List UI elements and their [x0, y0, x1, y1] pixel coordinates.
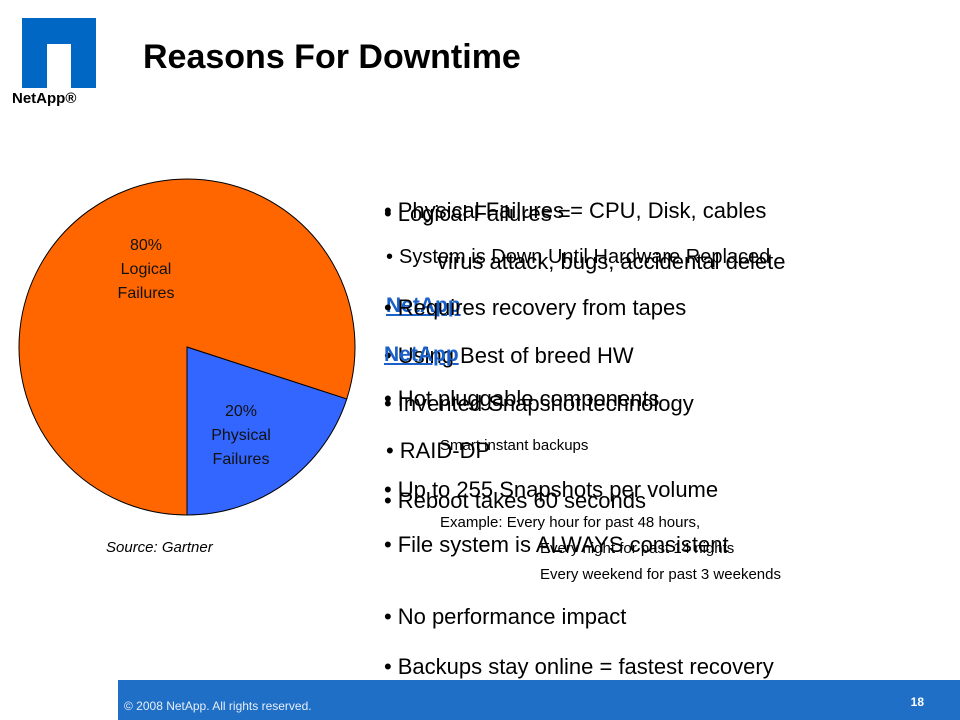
bullet-reboot: • Reboot takes 60 seconds [384, 488, 646, 513]
pie-label-physical: 20% Physical Failures [211, 403, 271, 468]
logical-failures-detail: virus attack, bugs, accidental delete [437, 249, 786, 274]
bullet-requires-tapes: • Requires recovery from tapes [384, 295, 687, 320]
bullet-system-down: • System is Down Until Hardware Replaced [386, 246, 771, 268]
pie-label-logical: 80% Logical Failures [117, 237, 175, 302]
netapp-logo-text: NetApp® [12, 90, 77, 107]
bullet-physical-failures: • Physical Failures = CPU, Disk, cables [384, 198, 767, 223]
bullet-best-of-breed: • Using Best of breed HW [384, 343, 634, 368]
slide-title: Reasons For Downtime [143, 38, 521, 76]
smart-instant-backups: Smart instant backups [440, 437, 589, 454]
netapp-heading-physical[interactable]: NetApp [386, 294, 461, 317]
example-line-2: Every night for past 14 nights [540, 540, 735, 557]
example-line-3: Every weekend for past 3 weekends [540, 566, 781, 583]
netapp-heading-logical[interactable]: NetApp [384, 343, 459, 366]
footer-bar: © 2008 NetApp. All rights reserved. 18 [118, 680, 960, 720]
bullet-up-to-255: • Up to 255 Snapshots per volume [384, 477, 719, 502]
bullet-no-performance-impact: • No performance impact [384, 604, 627, 629]
pie-slice-logical [18, 178, 356, 516]
bullet-logical-failures: • Logical Failures = [384, 201, 571, 226]
bullet-hot-pluggable: • Hot pluggable components [384, 386, 660, 411]
bullet-raid-dp: • RAID-DP [386, 438, 491, 463]
footer-copyright: © 2008 NetApp. All rights reserved. [124, 699, 312, 713]
bullet-backups-online: • Backups stay online = fastest recovery [384, 654, 774, 679]
pie-slice-physical [186, 346, 348, 516]
bullet-file-system: • File system is ALWAYS consistent [384, 532, 729, 557]
netapp-logo: NetApp® [8, 14, 100, 107]
chart-source: Source: Gartner [106, 539, 213, 556]
netapp-logo-mark [22, 18, 96, 88]
example-line-1: Example: Every hour for past 48 hours, [440, 514, 701, 531]
bullet-invented-snapshot: • Invented Snapshot technology [384, 391, 694, 416]
page-number: 18 [910, 695, 924, 709]
